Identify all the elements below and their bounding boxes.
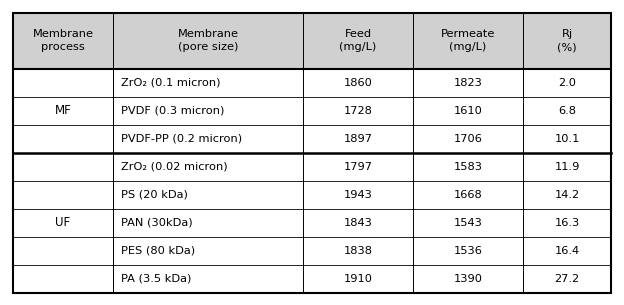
Text: 11.9: 11.9 [554,162,580,171]
Text: ZrO₂ (0.02 micron): ZrO₂ (0.02 micron) [121,162,228,171]
Text: Rj
(%): Rj (%) [557,29,577,52]
Bar [13,124,611,152]
Text: 14.2: 14.2 [555,189,580,199]
Text: 16.3: 16.3 [554,217,580,228]
Text: PAN (30kDa): PAN (30kDa) [121,217,193,228]
Text: 27.2: 27.2 [555,274,580,284]
Text: Permeate
(mg/L): Permeate (mg/L) [441,29,495,52]
Text: Membrane
process: Membrane process [32,29,94,52]
Text: 1838: 1838 [343,246,373,256]
Text: 1797: 1797 [343,162,373,171]
Text: 1583: 1583 [454,162,482,171]
Bar [13,264,611,292]
Text: 1823: 1823 [454,77,482,88]
Text: 1897: 1897 [343,134,373,143]
Bar [13,209,611,236]
Text: 16.4: 16.4 [555,246,580,256]
Text: 6.8: 6.8 [558,106,576,116]
Text: 1610: 1610 [454,106,482,116]
Bar [13,152,611,181]
Bar [13,236,611,264]
Text: 1728: 1728 [344,106,373,116]
Text: PS (20 kDa): PS (20 kDa) [121,189,188,199]
Text: Feed
(mg/L): Feed (mg/L) [339,29,377,52]
Text: PVDF (0.3 micron): PVDF (0.3 micron) [121,106,225,116]
Text: PVDF-PP (0.2 micron): PVDF-PP (0.2 micron) [121,134,242,143]
Text: 2.0: 2.0 [558,77,576,88]
Text: ZrO₂ (0.1 micron): ZrO₂ (0.1 micron) [121,77,220,88]
Text: PES (80 kDa): PES (80 kDa) [121,246,195,256]
Bar [13,69,611,96]
Text: 10.1: 10.1 [554,134,580,143]
Text: 1390: 1390 [454,274,482,284]
Text: MF: MF [55,104,71,117]
Text: 1543: 1543 [454,217,482,228]
Text: 1706: 1706 [454,134,482,143]
Text: 1668: 1668 [454,189,482,199]
Text: 1943: 1943 [344,189,373,199]
Text: UF: UF [56,216,71,229]
Text: Membrane
(pore size): Membrane (pore size) [177,29,238,52]
Text: 1860: 1860 [344,77,373,88]
Text: 1910: 1910 [343,274,373,284]
Text: PA (3.5 kDa): PA (3.5 kDa) [121,274,192,284]
Bar [13,96,611,124]
Text: 1843: 1843 [344,217,373,228]
Bar [13,181,611,209]
Bar [13,13,611,69]
Text: 1536: 1536 [454,246,482,256]
